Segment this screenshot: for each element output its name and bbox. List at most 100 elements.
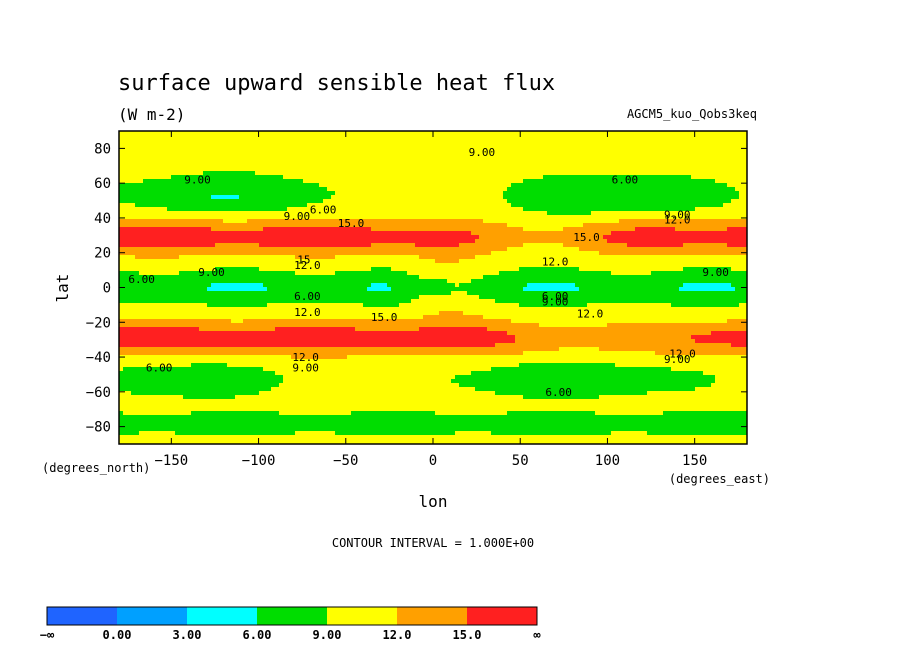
field-cell bbox=[527, 155, 532, 160]
field-cell bbox=[471, 159, 476, 164]
field-cell bbox=[251, 167, 256, 172]
field-cell bbox=[311, 183, 316, 188]
field-cell bbox=[283, 223, 288, 228]
field-cell bbox=[731, 215, 736, 220]
field-cell bbox=[587, 215, 592, 220]
field-cell bbox=[703, 247, 708, 252]
field-cell bbox=[303, 199, 308, 204]
field-cell bbox=[191, 223, 196, 228]
field-cell bbox=[715, 203, 720, 208]
field-cell bbox=[691, 159, 696, 164]
field-cell bbox=[319, 247, 324, 252]
field-cell bbox=[463, 147, 468, 152]
field-cell bbox=[543, 143, 548, 148]
field-cell bbox=[667, 151, 672, 156]
field-cell bbox=[227, 163, 232, 168]
field-cell bbox=[203, 247, 208, 252]
field-cell bbox=[739, 251, 744, 256]
field-cell bbox=[599, 227, 604, 232]
field-cell bbox=[375, 231, 380, 236]
field-cell bbox=[183, 183, 188, 188]
field-cell bbox=[335, 255, 340, 260]
field-cell bbox=[723, 167, 728, 172]
field-cell bbox=[223, 139, 228, 144]
field-cell bbox=[443, 199, 448, 204]
field-cell bbox=[143, 247, 148, 252]
field-cell bbox=[627, 239, 632, 244]
field-cell bbox=[587, 155, 592, 160]
field-cell bbox=[719, 227, 724, 232]
field-cell bbox=[315, 231, 320, 236]
field-cell bbox=[675, 215, 680, 220]
field-cell bbox=[643, 179, 648, 184]
field-cell bbox=[727, 167, 732, 172]
field-cell bbox=[483, 131, 488, 136]
field-cell bbox=[443, 191, 448, 196]
field-cell bbox=[531, 167, 536, 172]
field-cell bbox=[371, 163, 376, 168]
field-cell bbox=[611, 211, 616, 216]
field-cell bbox=[643, 155, 648, 160]
field-cell bbox=[447, 191, 452, 196]
field-cell bbox=[523, 215, 528, 220]
field-cell bbox=[703, 167, 708, 172]
field-cell bbox=[407, 151, 412, 156]
field-cell bbox=[679, 151, 684, 156]
field-cell bbox=[571, 199, 576, 204]
field-cell bbox=[123, 219, 128, 224]
field-cell bbox=[207, 135, 212, 140]
field-cell bbox=[559, 231, 564, 236]
field-cell bbox=[455, 235, 460, 240]
field-cell bbox=[679, 227, 684, 232]
field-cell bbox=[367, 223, 372, 228]
field-cell bbox=[119, 235, 124, 240]
field-cell bbox=[179, 243, 184, 248]
field-cell bbox=[411, 155, 416, 160]
field-cell bbox=[143, 255, 148, 260]
field-cell bbox=[511, 211, 516, 216]
field-cell bbox=[467, 247, 472, 252]
field-cell bbox=[715, 231, 720, 236]
field-cell bbox=[147, 139, 152, 144]
field-cell bbox=[371, 227, 376, 232]
field-cell bbox=[167, 243, 172, 248]
field-cell bbox=[271, 183, 276, 188]
field-cell bbox=[395, 179, 400, 184]
field-cell bbox=[351, 207, 356, 212]
field-cell bbox=[667, 163, 672, 168]
field-cell bbox=[595, 247, 600, 252]
field-cell bbox=[455, 207, 460, 212]
field-cell bbox=[571, 171, 576, 176]
field-cell bbox=[247, 187, 252, 192]
field-cell bbox=[315, 187, 320, 192]
field-cell bbox=[711, 215, 716, 220]
field-cell bbox=[435, 159, 440, 164]
field-cell bbox=[347, 215, 352, 220]
field-cell bbox=[523, 171, 528, 176]
field-cell bbox=[715, 227, 720, 232]
field-cell bbox=[663, 163, 668, 168]
field-cell bbox=[355, 211, 360, 216]
field-cell bbox=[571, 211, 576, 216]
field-cell bbox=[143, 239, 148, 244]
field-cell bbox=[387, 239, 392, 244]
field-cell bbox=[267, 159, 272, 164]
field-cell bbox=[279, 215, 284, 220]
field-cell bbox=[687, 219, 692, 224]
field-cell bbox=[571, 139, 576, 144]
field-cell bbox=[523, 235, 528, 240]
field-cell bbox=[483, 183, 488, 188]
field-cell bbox=[195, 247, 200, 252]
field-cell bbox=[367, 175, 372, 180]
field-cell bbox=[739, 239, 744, 244]
field-cell bbox=[479, 255, 484, 260]
field-cell bbox=[571, 183, 576, 188]
field-cell bbox=[579, 183, 584, 188]
field-cell bbox=[303, 191, 308, 196]
field-cell bbox=[383, 235, 388, 240]
field-cell bbox=[567, 131, 572, 136]
field-cell bbox=[739, 147, 744, 152]
field-cell bbox=[447, 251, 452, 256]
field-cell bbox=[743, 251, 747, 256]
field-cell bbox=[515, 255, 520, 260]
